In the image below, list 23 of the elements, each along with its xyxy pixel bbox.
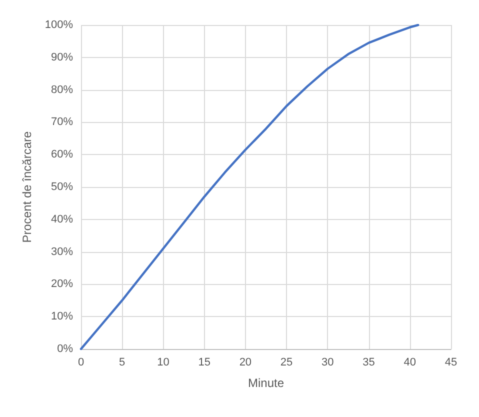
y-tick-label: 0% xyxy=(57,343,74,355)
x-tick-label: 40 xyxy=(404,356,416,368)
x-tick-label: 20 xyxy=(239,356,252,368)
y-tick-label: 90% xyxy=(50,51,74,64)
y-tick-label: 40% xyxy=(50,213,74,226)
x-tick-label: 10 xyxy=(157,356,170,368)
x-tick-label: 35 xyxy=(362,356,375,368)
y-tick-label: 50% xyxy=(50,181,74,193)
y-axis-title: Procent de încărcare xyxy=(20,130,34,243)
y-tick-label: 30% xyxy=(50,246,74,258)
x-tick-label: 5 xyxy=(119,356,126,368)
x-tick-label: 30 xyxy=(322,356,334,368)
x-tick-label: 45 xyxy=(444,356,458,368)
y-tick-label: 80% xyxy=(50,84,74,96)
x-tick-label: 25 xyxy=(280,356,293,368)
y-tick-label: 10% xyxy=(50,310,74,323)
x-tick-label: 15 xyxy=(198,356,210,368)
x-tick-label: 0 xyxy=(78,356,84,368)
x-axis-title: Minute xyxy=(248,376,284,390)
y-tick-label: 100% xyxy=(44,19,74,31)
y-tick-label: 60% xyxy=(50,148,74,161)
y-tick-label: 20% xyxy=(50,278,74,290)
y-tick-label: 70% xyxy=(50,116,74,128)
